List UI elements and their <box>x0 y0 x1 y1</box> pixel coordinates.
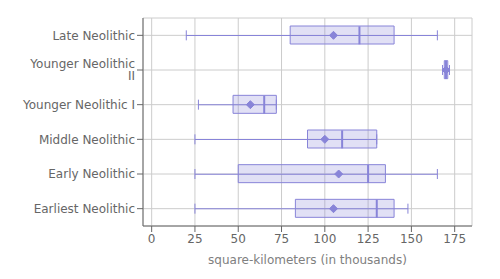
svg-text:Middle Neolithic: Middle Neolithic <box>39 133 135 147</box>
svg-text:Earliest Neolithic: Earliest Neolithic <box>34 202 135 216</box>
svg-text:Late Neolithic: Late Neolithic <box>52 29 135 43</box>
svg-text:25: 25 <box>187 232 202 246</box>
svg-text:50: 50 <box>231 232 246 246</box>
svg-text:125: 125 <box>357 232 380 246</box>
svg-text:Younger NeolithicII: Younger NeolithicII <box>29 57 135 83</box>
svg-text:100: 100 <box>313 232 336 246</box>
svg-text:Younger Neolithic I: Younger Neolithic I <box>22 98 135 112</box>
svg-text:0: 0 <box>148 232 156 246</box>
svg-text:150: 150 <box>400 232 423 246</box>
svg-text:Early Neolithic: Early Neolithic <box>48 167 135 181</box>
svg-text:75: 75 <box>274 232 289 246</box>
svg-text:175: 175 <box>443 232 466 246</box>
svg-text:square-kilometers (in thousand: square-kilometers (in thousands) <box>208 253 407 267</box>
